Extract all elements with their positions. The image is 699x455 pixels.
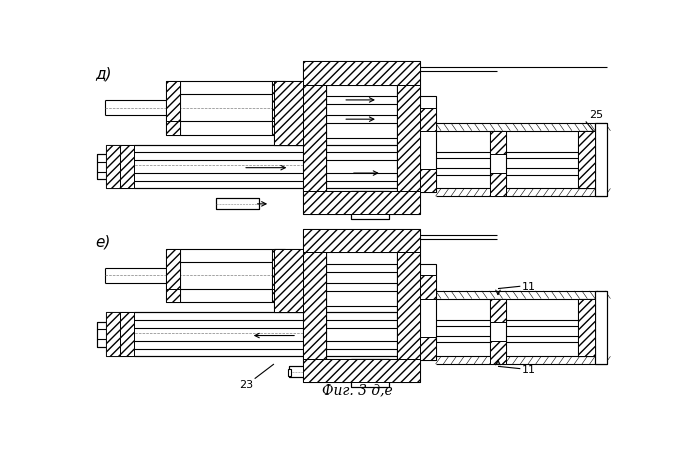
Bar [106,145,120,189]
Bar [106,313,120,357]
Bar [303,359,420,382]
Bar [489,299,507,322]
Bar [320,65,329,75]
Text: 11: 11 [522,282,536,292]
Bar [272,249,285,303]
Bar [272,290,285,303]
Bar [397,253,420,359]
Bar [166,290,180,303]
Bar [303,230,420,253]
Bar [578,131,595,189]
Bar [303,86,326,192]
Bar [303,192,420,214]
Bar [303,253,326,359]
Bar [397,86,420,192]
Bar [288,369,291,376]
Bar [595,291,607,364]
Text: 23: 23 [239,379,254,389]
Bar [120,313,134,357]
Bar [303,253,326,359]
Text: е): е) [95,233,110,248]
Bar [397,253,420,359]
Bar [489,174,507,197]
Bar [274,249,303,313]
Bar [120,145,134,189]
Bar [106,145,120,189]
Bar [272,81,285,135]
Bar [97,322,106,347]
Bar [420,276,435,299]
Bar [303,62,420,86]
Bar [303,230,420,253]
Bar [166,81,285,135]
Bar [351,192,389,220]
Bar [489,131,507,155]
Bar [166,122,180,135]
Bar [420,97,435,193]
Bar [303,192,420,214]
Bar [489,131,507,189]
Bar [578,131,595,189]
Text: 11: 11 [522,364,536,374]
Bar [303,86,326,192]
Text: Фиг. 3 д,е: Фиг. 3 д,е [322,383,394,396]
Bar [166,249,285,303]
Bar [166,81,180,135]
Bar [397,86,420,192]
Bar [420,337,435,360]
Bar [303,359,420,382]
Bar [489,341,507,364]
Bar [120,313,420,357]
Bar [272,122,285,135]
Bar [351,359,389,387]
Bar [595,124,607,197]
Bar [274,249,303,313]
Bar [420,170,435,193]
Bar [106,313,120,357]
Bar [420,264,435,360]
Bar [578,299,595,357]
Bar [420,108,435,131]
Bar [274,81,303,145]
Bar [166,249,180,303]
Text: 25: 25 [590,110,604,120]
Bar [320,232,329,242]
Bar [578,299,595,357]
Bar [289,367,331,377]
Bar [97,155,106,180]
Bar [489,299,507,357]
Bar [274,81,303,145]
Bar [331,369,335,376]
Bar [216,199,259,210]
Bar [120,145,420,189]
Bar [303,62,420,86]
Text: д): д) [95,66,112,81]
